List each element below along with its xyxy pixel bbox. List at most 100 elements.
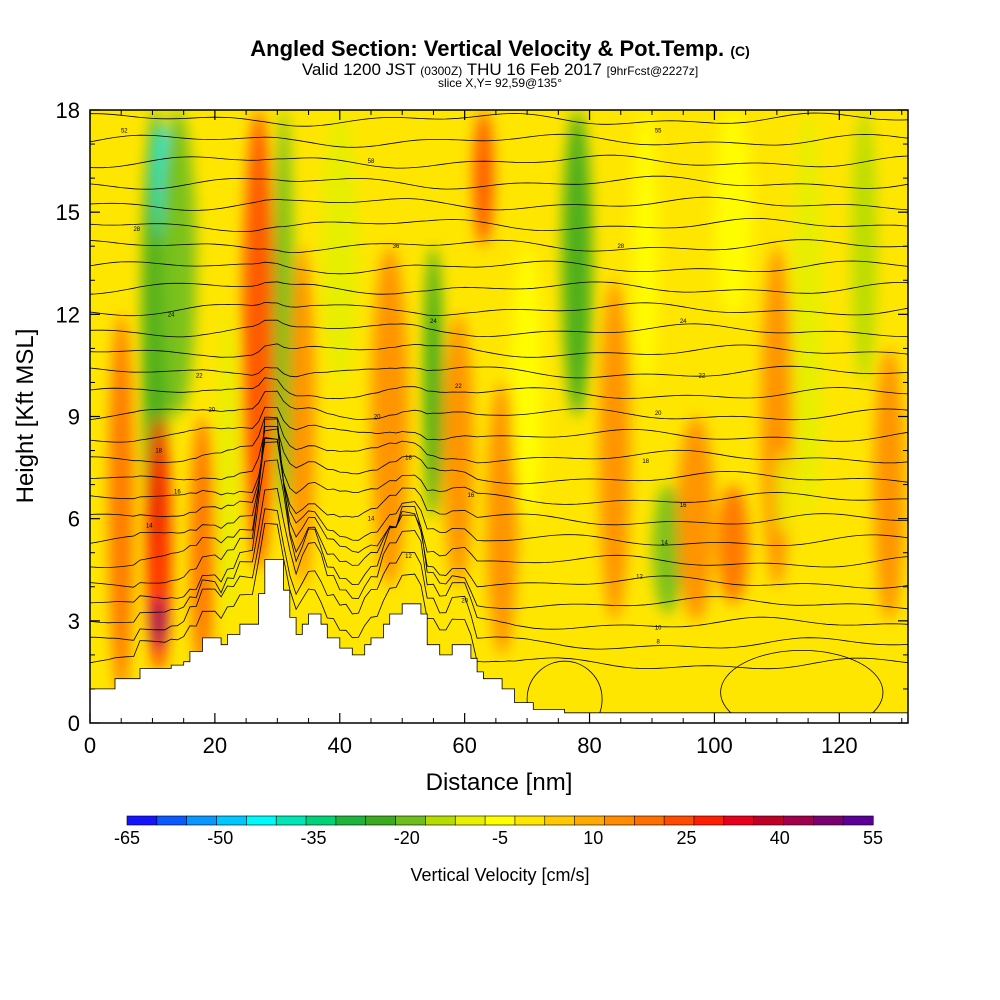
velocity-band-11 [321,110,359,383]
colorbar-swatch [604,815,635,826]
colorbar-swatch [335,815,367,826]
velocity-band-12 [371,246,409,587]
isentrope-line [90,436,908,526]
isentrope-line [90,425,908,546]
contour-label: 24 [430,319,437,325]
colorbar-swatch [813,815,844,826]
surface-contour-center [526,660,603,723]
y-tick-label: 3 [68,609,80,634]
velocity-band-26 [775,450,791,536]
contour-label: 14 [661,541,668,547]
velocity-band-29 [873,348,905,621]
contour-label: 24 [680,319,687,325]
colorbar: -65 -50 -35 -20 -5 10 25 40 55 [114,815,883,848]
contour-label: 24 [168,312,175,318]
colorbar-title: Vertical Velocity [cm/s] [410,865,589,885]
x-tick-label: 120 [821,733,858,758]
colorbar-label: -5 [492,828,508,848]
colorbar-swatch [395,815,426,826]
isentrope-line [90,418,908,569]
contour-label: 14 [146,524,153,530]
y-tick-label: 6 [68,507,80,532]
contour-label: 20 [655,411,662,417]
contour-label: 22 [699,374,706,380]
x-tick-label: 20 [203,733,227,758]
colorbar-label: -50 [207,828,233,848]
isentrope-line [90,218,908,232]
colorbar-label: -20 [394,828,420,848]
colorbar-swatch [842,815,874,826]
isentrope-line [90,390,908,421]
colorbar-swatch [275,815,307,826]
colorbar-swatch [246,815,277,826]
isentrope-line [90,92,908,105]
velocity-band-3 [152,597,165,648]
contour-label: 12 [405,554,412,560]
contour-label: 22 [196,374,203,380]
colorbar-swatch [753,815,785,826]
contour-label: 36 [393,244,400,250]
contour-label: 16 [174,489,181,495]
x-tick-label: 100 [696,733,733,758]
contour-label: 18 [642,459,649,465]
velocity-band-20 [633,110,659,383]
x-tick-label: 40 [328,733,352,758]
colorbar-swatch [544,815,576,826]
isentrope-line [90,112,908,127]
isentrope-line [90,488,908,630]
contour-label: 22 [455,384,462,390]
isentrope-line [90,377,908,400]
valid-date: THU 16 Feb 2017 [466,60,602,79]
contour-label: 20 [461,598,468,604]
x-tick-label: 80 [577,733,601,758]
contour-label: 18 [405,455,412,461]
y-tick-label: 9 [68,405,80,430]
x-tick-label: 60 [452,733,476,758]
velocity-band-24 [717,484,749,604]
y-tick-label: 18 [56,98,80,123]
isentrope-line [90,522,908,670]
contour-label: 8 [657,639,661,645]
colorbar-swatch [305,815,337,826]
isentrope-line [90,175,908,190]
colorbar-swatch [126,815,158,826]
velocity-band-9 [273,110,294,519]
contour-label: 12 [636,575,643,581]
contour-label: 28 [617,244,624,250]
velocity-field: 52 58 55 28 36 28 24 24 24 22 22 22 20 20 20 18 18 18 16 16… [90,92,908,723]
contour-label: 14 [368,517,375,523]
velocity-band-2 [146,416,172,672]
isentrope-line [90,319,908,338]
colorbar-swatch [693,815,725,826]
chart-title-unit: (C) [730,43,750,59]
velocity-band-19 [598,280,631,621]
velocity-band-16 [486,382,518,655]
contour-label: 58 [368,159,375,165]
velocity-band-5 [158,110,197,417]
isentrope-line [90,239,908,254]
velocity-band-10 [289,246,315,587]
valid-time-prefix: Valid 1200 JST [301,60,416,79]
contour-label: 20 [208,408,215,414]
velocity-band-7 [217,314,238,621]
isentrope-line [90,508,908,650]
contour-label: 55 [655,128,662,134]
colorbar-label: 55 [863,828,883,848]
colorbar-swatch [663,815,695,826]
contour-label: 52 [121,128,128,134]
isentrope-line [90,459,908,610]
isentrope-line [90,133,908,148]
contour-label: 16 [680,503,687,509]
isentrope-line [90,441,908,505]
colorbar-swatch [514,815,546,826]
valid-time-utc: (0300Z) [420,64,463,78]
colorbar-swatch [156,815,188,826]
terrain [90,559,908,723]
colorbar-swatch [186,815,218,826]
surface-contour-east [720,650,884,723]
colorbar-swatch [216,815,247,826]
velocity-band-25 [761,246,793,587]
velocity-band-17 [511,246,543,519]
isentrope-line [90,154,908,169]
